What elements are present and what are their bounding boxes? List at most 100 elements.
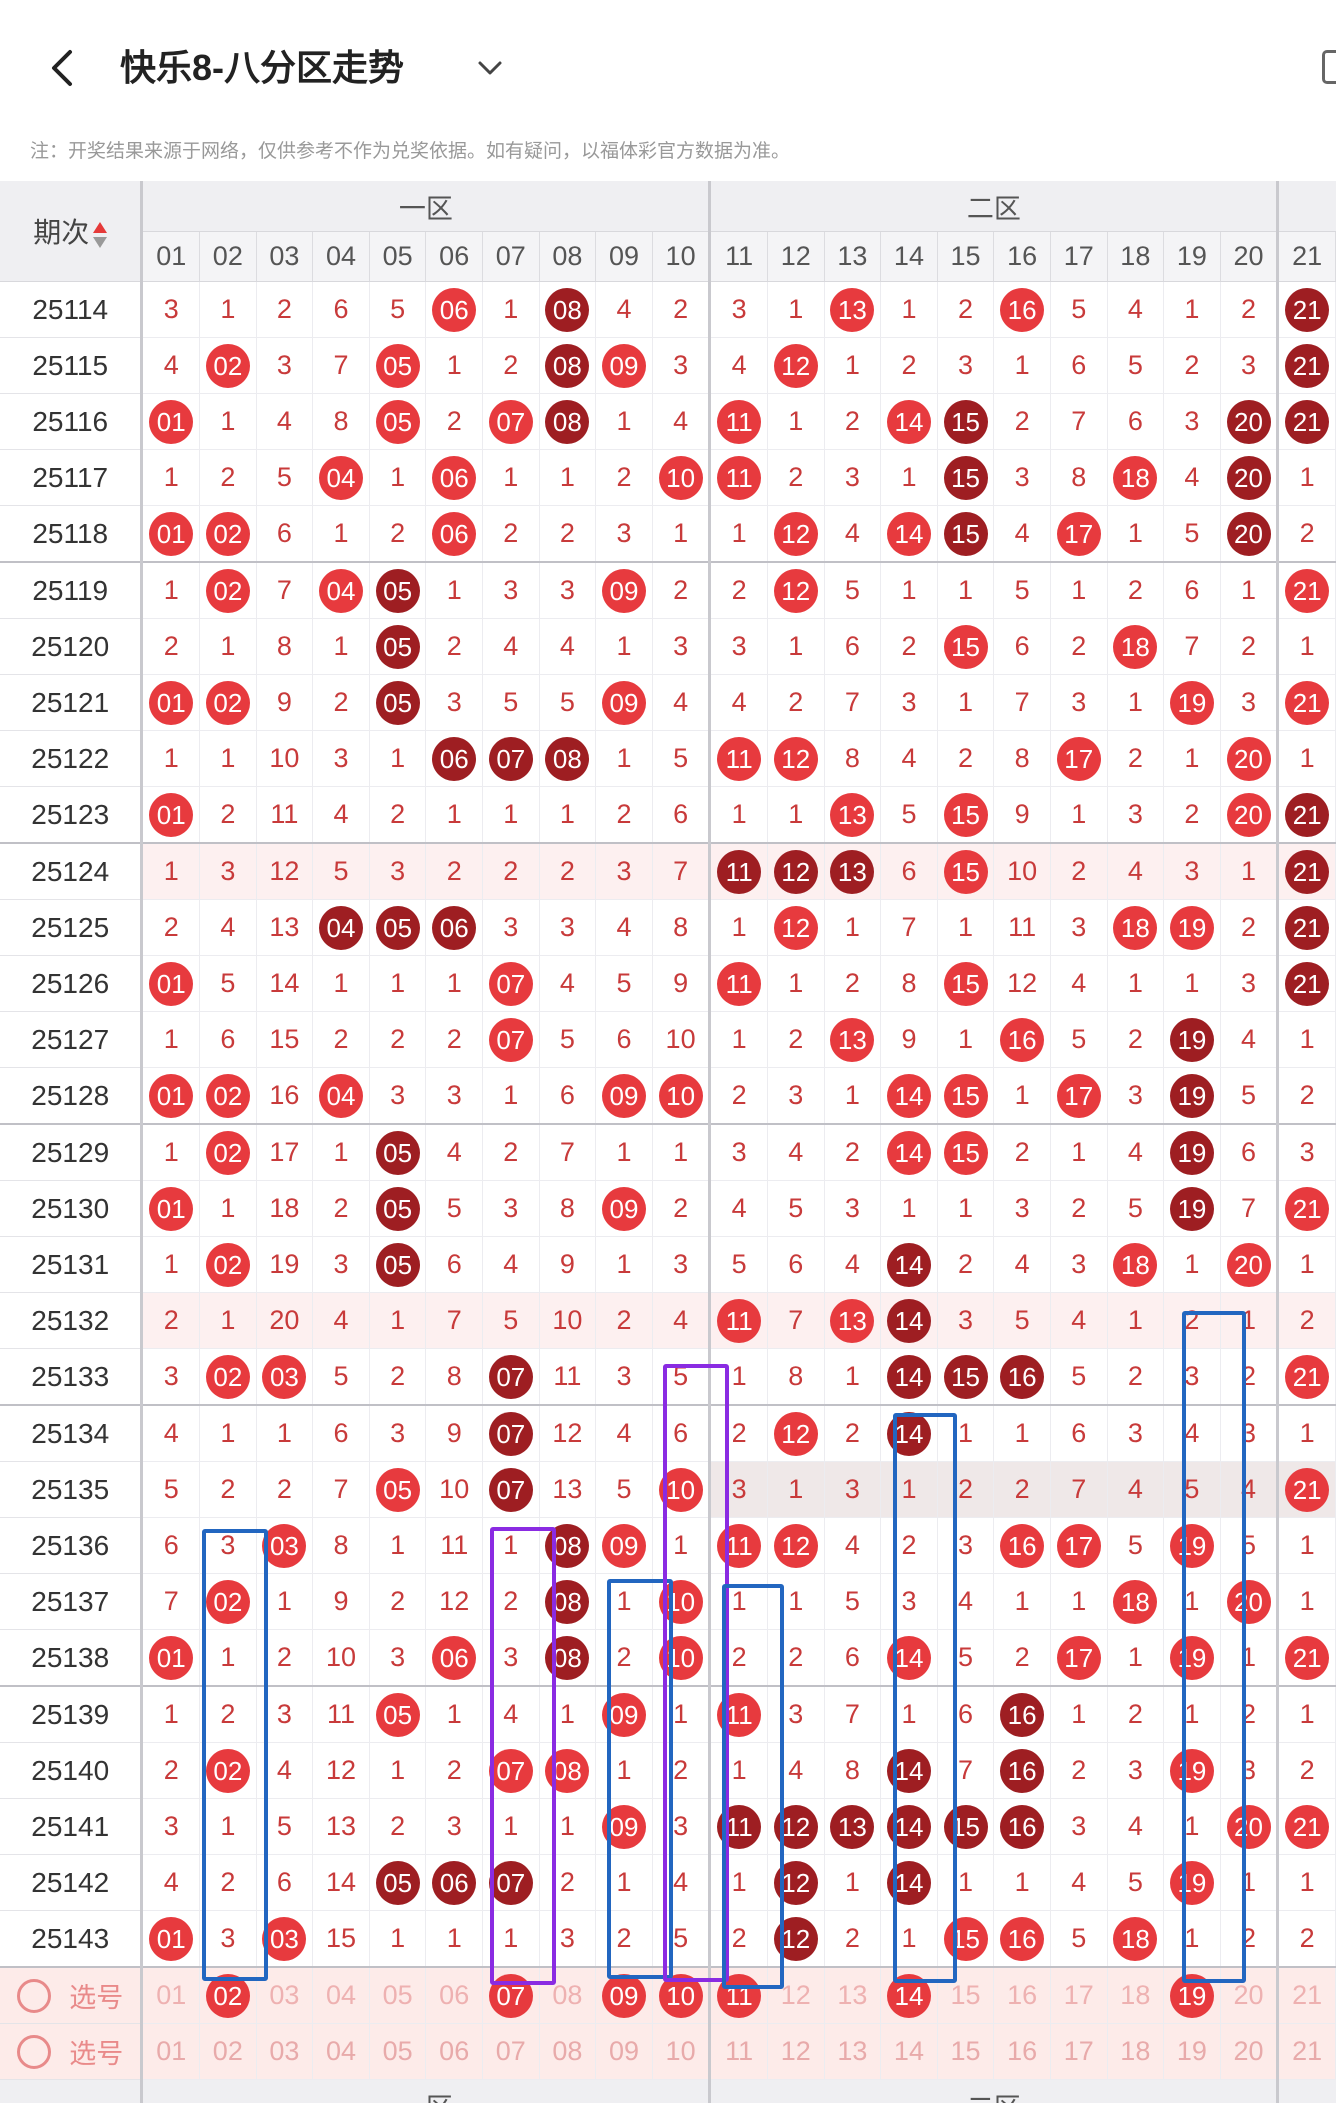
omission-cell: 05 <box>369 674 427 731</box>
omission-cell: 16 <box>993 1011 1051 1068</box>
omission-cell: 2 <box>1163 786 1221 844</box>
pick-number-cell[interactable]: 06 <box>425 1967 483 2024</box>
pick-number-cell[interactable]: 01 <box>141 2023 201 2080</box>
pick-number-cell[interactable]: 15 <box>937 1967 995 2024</box>
pick-number-cell[interactable]: 10 <box>652 1967 712 2024</box>
pick-number-cell[interactable]: 07 <box>482 1967 540 2024</box>
omission-cell: 15 <box>937 1910 995 1968</box>
pick-number-cell[interactable]: 21 <box>1277 2023 1336 2080</box>
pick-number-cell[interactable]: 14 <box>880 1967 938 2024</box>
pick-number-cell[interactable]: 07 <box>482 2023 540 2080</box>
table-row: 25138 01 1 2 10 3 06 3 08 2 10 2 2 6 14 5 2 17 1 19 1 21 <box>0 1629 1336 1687</box>
pick-number-cell[interactable]: 05 <box>369 1967 427 2024</box>
period-cell: 25125 <box>0 899 144 956</box>
pick-number-cell[interactable]: 17 <box>1050 2023 1108 2080</box>
period-cell: 25134 <box>0 1405 144 1462</box>
omission-cell: 1 <box>256 1573 314 1630</box>
omission-cell: 9 <box>993 786 1051 844</box>
pick-number-cell[interactable]: 08 <box>539 1967 597 2024</box>
pick-number-cell[interactable]: 14 <box>880 2023 938 2080</box>
pick-number-cell[interactable]: 20 <box>1220 1967 1280 2024</box>
omission-cell: 1 <box>482 1517 540 1574</box>
omission-cell: 05 <box>369 562 427 619</box>
pick-number-cell[interactable]: 17 <box>1050 1967 1108 2024</box>
pick-number-cell[interactable]: 08 <box>539 2023 597 2080</box>
screen-icon[interactable] <box>1322 50 1336 84</box>
pick-number-cell[interactable]: 16 <box>993 2023 1051 2080</box>
pick-number-cell[interactable]: 19 <box>1163 1967 1221 2024</box>
drawn-number-ball: 01 <box>149 399 194 444</box>
pick-number-cell[interactable]: 16 <box>993 1967 1051 2024</box>
omission-cell: 4 <box>652 393 712 450</box>
pick-number-cell[interactable]: 09 <box>595 2023 653 2080</box>
pick-number-cell[interactable]: 03 <box>256 2023 314 2080</box>
omission-cell: 14 <box>880 1742 938 1799</box>
drawn-number-ball: 14 <box>886 1242 931 1287</box>
sort-icon[interactable] <box>93 220 108 250</box>
pick-number-cell[interactable]: 13 <box>824 2023 882 2080</box>
period-cell: 25137 <box>0 1573 144 1630</box>
omission-cell: 5 <box>482 674 540 731</box>
pick-number-cell[interactable]: 15 <box>937 2023 995 2080</box>
drawn-number-ball: 02 <box>205 1073 250 1118</box>
pick-number-cell[interactable]: 12 <box>767 1967 825 2024</box>
pick-number-cell[interactable]: 12 <box>767 2023 825 2080</box>
omission-cell: 3 <box>1050 1236 1108 1293</box>
omission-cell: 15 <box>937 955 995 1012</box>
pick-number-cell[interactable]: 11 <box>709 1967 768 2024</box>
pick-number-cell[interactable]: 02 <box>199 1967 257 2024</box>
pick-number-cell[interactable]: 20 <box>1220 2023 1280 2080</box>
pick-number-cell[interactable]: 10 <box>652 2023 712 2080</box>
omission-cell: 02 <box>199 1348 257 1406</box>
omission-cell: 1 <box>937 1180 995 1237</box>
pick-number-cell[interactable]: 18 <box>1107 2023 1165 2080</box>
omission-cell: 2 <box>652 1742 712 1799</box>
omission-cell: 4 <box>880 730 938 787</box>
omission-cell: 2 <box>880 1517 938 1574</box>
omission-cell: 14 <box>880 1236 938 1293</box>
omission-cell: 3 <box>880 1573 938 1630</box>
drawn-number-ball: 14 <box>886 1354 931 1399</box>
drawn-number-ball: 09 <box>601 1186 646 1231</box>
period-cell: 25130 <box>0 1180 144 1237</box>
radio-button[interactable] <box>17 2034 52 2069</box>
pick-number-cell[interactable]: 21 <box>1277 1967 1336 2024</box>
table-row: 25118 01 02 6 1 2 06 2 2 3 1 1 12 4 14 15 4 17 1 5 20 2 <box>0 505 1336 563</box>
pick-number-cell[interactable]: 19 <box>1163 2023 1221 2080</box>
pick-number-cell[interactable]: 06 <box>425 2023 483 2080</box>
back-arrow-icon[interactable] <box>40 44 88 92</box>
pick-number-cell[interactable]: 05 <box>369 2023 427 2080</box>
omission-cell: 4 <box>1107 281 1165 338</box>
omission-cell: 2 <box>709 1067 768 1125</box>
page-title: 快乐8-八分区走势 <box>120 47 405 88</box>
omission-cell: 3 <box>767 1067 825 1125</box>
pick-number-cell[interactable]: 02 <box>199 2023 257 2080</box>
drawn-number-ball: 21 <box>1285 905 1330 950</box>
omission-cell: 1 <box>652 505 712 563</box>
drawn-number-ball: 16 <box>1000 1692 1045 1737</box>
picker-label-cell[interactable]: 选号 <box>0 1967 144 2024</box>
period-cell: 25121 <box>0 674 144 731</box>
period-header[interactable]: 期次 <box>0 181 144 282</box>
omission-cell: 4 <box>993 505 1051 563</box>
pick-number-cell[interactable]: 01 <box>141 1967 201 2024</box>
radio-button[interactable] <box>17 1978 52 2013</box>
omission-cell: 4 <box>595 1405 653 1462</box>
picker-label-cell[interactable]: 选号 <box>0 2023 144 2080</box>
pick-number-cell[interactable]: 11 <box>709 2023 768 2080</box>
pick-number-cell[interactable]: 13 <box>824 1967 882 2024</box>
pick-number-cell[interactable]: 04 <box>312 2023 370 2080</box>
drawn-number-ball: 18 <box>1113 905 1158 950</box>
chevron-down-icon[interactable] <box>474 52 506 84</box>
pick-number-cell[interactable]: 04 <box>312 1967 370 2024</box>
table-row: 25136 6 3 03 8 1 11 1 08 09 1 11 12 4 2 3 16 17 5 19 5 1 <box>0 1517 1336 1574</box>
omission-cell: 1 <box>425 337 483 394</box>
omission-cell: 16 <box>256 1067 314 1125</box>
pick-number-cell[interactable]: 09 <box>595 1967 653 2024</box>
drawn-number-ball: 20 <box>1226 1579 1271 1624</box>
pick-number-cell[interactable]: 03 <box>256 1967 314 2024</box>
pick-number-cell[interactable]: 18 <box>1107 1967 1165 2024</box>
omission-cell: 3 <box>1107 786 1165 844</box>
omission-cell: 04 <box>312 449 370 506</box>
omission-cell: 11 <box>256 786 314 844</box>
